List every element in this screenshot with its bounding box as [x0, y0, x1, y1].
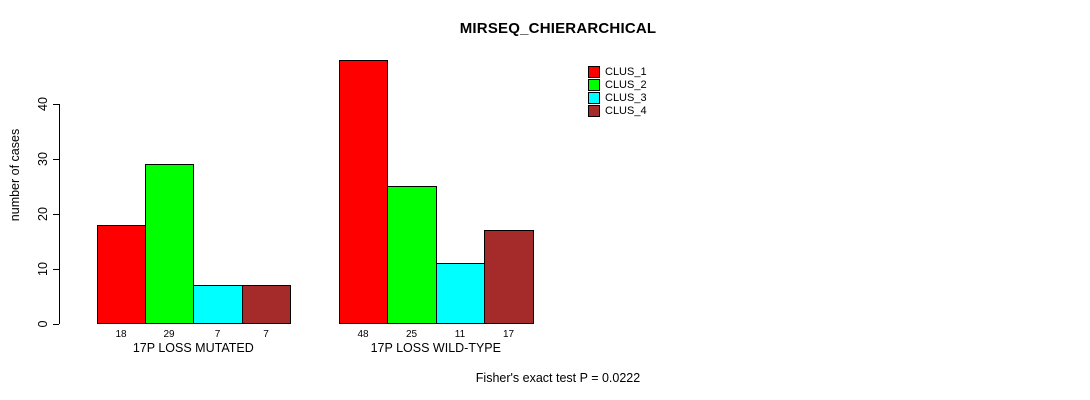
- bar-value-label: 48: [357, 329, 369, 340]
- legend-label: CLUS_4: [605, 104, 647, 117]
- bar-value-label: 7: [263, 329, 269, 340]
- y-tick-label: 20: [35, 206, 50, 221]
- bar-value-label: 17: [502, 329, 515, 340]
- bar-clus_1-group1: [97, 225, 146, 324]
- y-tick-mark: [53, 103, 59, 105]
- y-tick-label: 0: [35, 320, 50, 327]
- legend-swatch: [588, 66, 600, 78]
- x-category-label: 17P LOSS WILD-TYPE: [370, 341, 501, 355]
- bar-clus_4-group2: [484, 230, 534, 324]
- y-tick-label: 10: [35, 261, 50, 276]
- bar-value-label: 11: [454, 329, 466, 340]
- bar-value-label: 29: [163, 329, 175, 340]
- y-tick-label: 40: [35, 96, 50, 111]
- chart-title: MIRSEQ_CHIERARCHICAL: [459, 20, 657, 37]
- legend-label: CLUS_2: [605, 78, 647, 91]
- legend-item-clus_4: CLUS_4: [588, 105, 647, 117]
- y-tick-mark: [53, 323, 59, 325]
- annotation-text: Fisher's exact test P = 0.0222: [475, 371, 641, 385]
- legend-label: CLUS_3: [605, 91, 647, 104]
- legend-label: CLUS_1: [605, 65, 647, 78]
- bar-value-label: 7: [214, 329, 221, 340]
- y-tick-mark: [53, 158, 59, 160]
- legend-item-clus_3: CLUS_3: [588, 92, 647, 104]
- bar-clus_3-group1: [193, 285, 243, 324]
- legend: CLUS_1 CLUS_2 CLUS_3 CLUS_4: [588, 66, 647, 118]
- legend-item-clus_1: CLUS_1: [588, 66, 647, 78]
- legend-item-clus_2: CLUS_2: [588, 79, 647, 91]
- bar-clus_2-group1: [145, 164, 194, 324]
- y-tick-label: 30: [35, 151, 50, 166]
- y-tick-mark: [53, 268, 59, 270]
- y-tick-mark: [53, 213, 59, 215]
- y-axis-label: number of cases: [7, 128, 22, 222]
- y-axis-line: [59, 103, 60, 324]
- legend-swatch: [588, 92, 600, 104]
- legend-swatch: [588, 79, 600, 91]
- bar-clus_4-group1: [242, 285, 291, 324]
- bar-clus_2-group2: [387, 186, 437, 324]
- x-category-label: 17P LOSS MUTATED: [132, 341, 254, 355]
- bar-clus_3-group2: [436, 263, 485, 324]
- bar-value-label: 25: [405, 329, 418, 340]
- legend-swatch: [588, 105, 600, 117]
- bar-value-label: 18: [115, 329, 127, 340]
- bar-clus_1-group2: [339, 60, 388, 324]
